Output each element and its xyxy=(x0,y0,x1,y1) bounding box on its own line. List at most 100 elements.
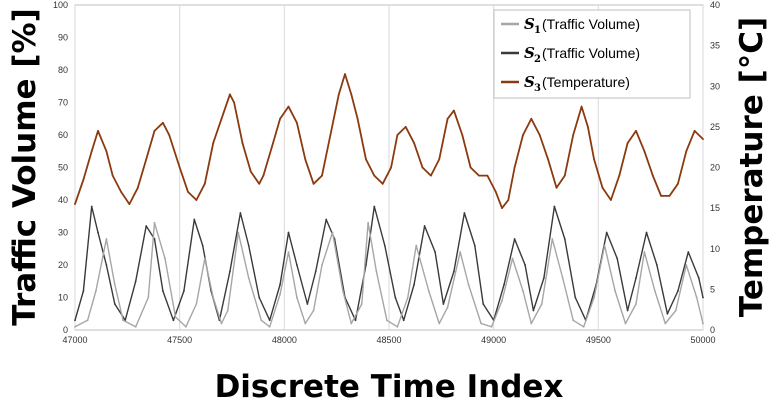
data-point-s2 xyxy=(279,283,281,286)
data-point-s3 xyxy=(486,174,489,177)
data-point-s3 xyxy=(601,186,604,189)
series-layer xyxy=(74,73,704,328)
x-tick-label: 50000 xyxy=(690,335,715,345)
data-point-s3 xyxy=(97,130,99,132)
legend-entry-s1: S 1 (Traffic Volume) xyxy=(501,15,640,36)
data-point-s3 xyxy=(82,178,85,181)
data-point-s3 xyxy=(365,158,367,161)
data-point-s1 xyxy=(312,309,315,312)
data-point-s3 xyxy=(494,191,497,193)
data-point-s3 xyxy=(337,93,340,96)
data-point-s2 xyxy=(616,257,619,260)
y-left-tick-label: 70 xyxy=(58,98,68,108)
data-point-s1 xyxy=(480,322,482,325)
data-point-s3 xyxy=(446,117,449,120)
x-tick-label: 47000 xyxy=(62,335,87,345)
data-point-s1 xyxy=(427,290,430,292)
legend: S 1 (Traffic Volume) S 2 (Traffic Volume… xyxy=(493,9,691,99)
data-point-s3 xyxy=(229,93,231,96)
data-point-s2 xyxy=(543,277,545,279)
data-point-s3 xyxy=(555,186,558,189)
data-point-s2 xyxy=(442,303,445,305)
data-point-s3 xyxy=(404,126,407,128)
data-point-s1 xyxy=(86,319,89,322)
data-point-s2 xyxy=(605,231,608,234)
data-point-s3 xyxy=(677,182,679,185)
data-point-s1 xyxy=(674,309,677,312)
y-right-tick-label: 15 xyxy=(710,203,720,213)
data-point-s1 xyxy=(304,322,307,325)
legend-symbol-s3: S xyxy=(524,73,535,91)
data-point-s2 xyxy=(697,277,700,279)
y-right-tick-label: 0 xyxy=(710,325,715,335)
data-point-s3 xyxy=(287,105,290,108)
data-point-s3 xyxy=(321,174,323,177)
data-point-s1 xyxy=(342,290,344,292)
y-right-tick-label: 40 xyxy=(710,0,720,10)
data-point-s2 xyxy=(524,264,526,266)
data-point-s3 xyxy=(153,130,156,132)
data-point-s3 xyxy=(312,182,315,185)
y-right-tick-label: 30 xyxy=(710,81,720,91)
data-point-s3 xyxy=(212,142,215,145)
y-right-tick-label: 5 xyxy=(710,284,715,294)
data-point-s1 xyxy=(367,221,369,224)
data-point-s2 xyxy=(656,264,658,266)
data-point-s1 xyxy=(624,322,627,325)
data-point-s1 xyxy=(415,244,418,247)
data-point-s2 xyxy=(153,238,156,240)
y-left-tick-label: 90 xyxy=(58,33,68,43)
data-point-s3 xyxy=(461,134,464,136)
data-point-s1 xyxy=(396,325,399,328)
data-point-s3 xyxy=(593,158,595,161)
data-point-s3 xyxy=(660,195,662,197)
data-point-s1 xyxy=(321,264,323,266)
data-point-s2 xyxy=(183,290,185,292)
data-point-s1 xyxy=(501,299,503,302)
data-point-s2 xyxy=(434,251,436,253)
data-point-s1 xyxy=(572,319,575,322)
data-point-s1 xyxy=(203,257,206,260)
y-left-tick-label: 10 xyxy=(58,293,68,303)
legend-subscript-s1: 1 xyxy=(534,25,541,36)
data-point-s3 xyxy=(356,117,359,120)
data-point-s3 xyxy=(220,117,223,120)
data-point-s2 xyxy=(383,244,386,247)
y-right-tick-label: 35 xyxy=(710,41,720,51)
legend-entry-s3: S 3 (Temperature) xyxy=(501,73,630,94)
data-point-s3 xyxy=(421,166,424,169)
data-point-s1 xyxy=(287,251,290,253)
data-point-s3 xyxy=(413,142,415,145)
data-point-s3 xyxy=(350,93,353,96)
y-left-tick-label: 60 xyxy=(58,130,68,140)
data-point-s3 xyxy=(453,109,455,112)
data-point-s1 xyxy=(164,257,166,260)
data-point-s3 xyxy=(685,150,688,153)
data-point-s1 xyxy=(702,322,704,325)
data-point-s2 xyxy=(229,270,231,273)
data-point-s3 xyxy=(668,195,671,197)
legend-symbol-s2: S xyxy=(524,44,535,62)
data-point-s1 xyxy=(122,319,124,322)
data-point-s1 xyxy=(551,238,554,240)
data-point-s1 xyxy=(220,322,223,325)
data-point-s2 xyxy=(677,290,679,292)
data-point-s3 xyxy=(580,105,583,108)
data-point-s1 xyxy=(375,270,378,273)
data-point-s1 xyxy=(530,322,533,325)
data-point-s1 xyxy=(490,325,493,328)
x-axis-title: Discrete Time Index xyxy=(215,369,564,403)
data-point-s1 xyxy=(685,264,688,266)
data-point-s1 xyxy=(331,231,334,234)
data-point-s3 xyxy=(522,134,524,136)
data-point-s2 xyxy=(258,296,261,299)
data-point-s2 xyxy=(172,319,175,322)
data-point-s3 xyxy=(296,121,298,124)
data-point-s3 xyxy=(105,150,108,153)
data-point-s1 xyxy=(603,244,606,247)
data-point-s2 xyxy=(296,264,298,266)
y-left-tick-label: 0 xyxy=(63,325,68,335)
data-point-s2 xyxy=(503,283,505,286)
data-point-s1 xyxy=(511,257,514,260)
data-point-s1 xyxy=(279,293,281,296)
